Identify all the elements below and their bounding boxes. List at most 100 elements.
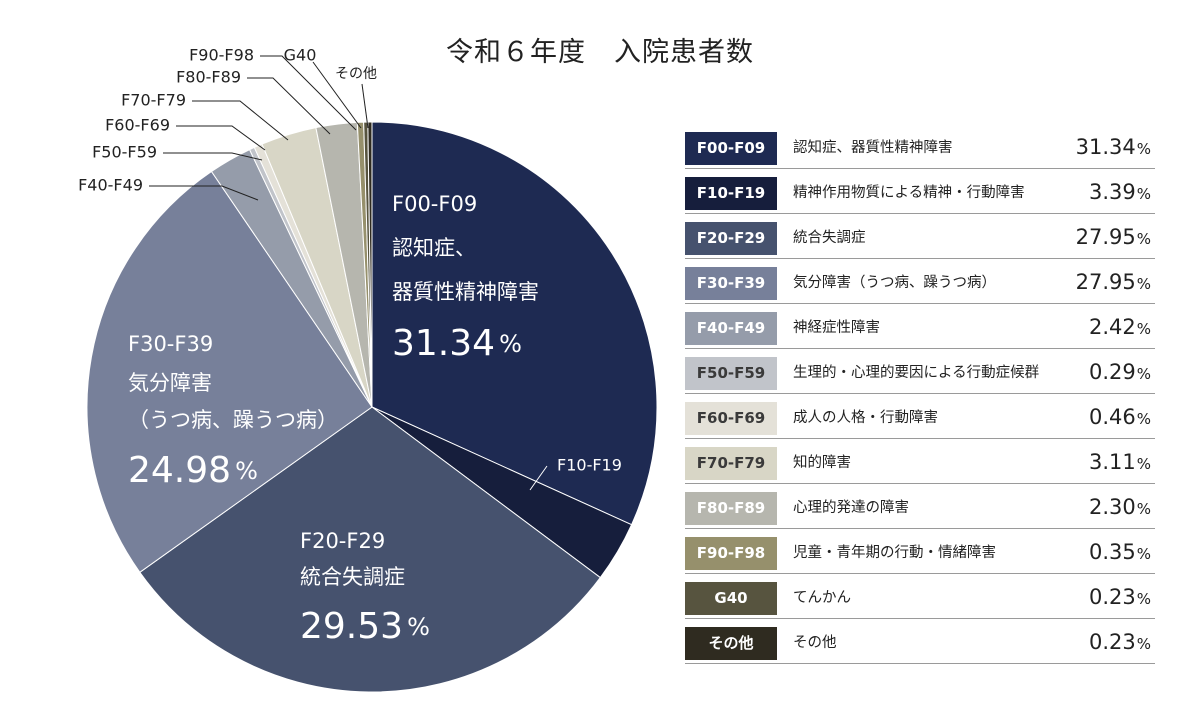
legend-name: 統合失調症 xyxy=(793,230,866,246)
legend-divider xyxy=(685,528,1155,529)
legend-value-number: 0.35 xyxy=(1088,540,1136,564)
inside-label-F30-F39-line-1: 気分障害 xyxy=(128,371,212,395)
legend-name: 成人の人格・行動障害 xyxy=(793,410,938,426)
legend-name: 心理的発達の障害 xyxy=(793,500,909,516)
callout-label-F60-F69: F60-F69 xyxy=(105,116,170,135)
callout-line-G40 xyxy=(312,61,362,129)
callout-line-F10-F19 xyxy=(529,465,548,491)
legend-code-F00-F09: F00-F09 xyxy=(685,132,777,165)
legend-value: 0.35% xyxy=(1089,535,1151,570)
callout-line-F50-F59 xyxy=(163,152,263,161)
inside-label-F30-F39-line-2: （うつ病、躁うつ病） xyxy=(128,408,338,432)
legend-value-number: 2.42 xyxy=(1088,315,1136,339)
inside-label-F20-F29-line-0: F20-F29 xyxy=(300,529,385,553)
legend-row: G40 てんかん 0.23% xyxy=(685,580,1155,625)
pie-slice-F30-F39 xyxy=(86,170,373,573)
legend-value-number: 27.95 xyxy=(1075,225,1136,249)
legend-row: F10-F19 精神作用物質による精神・行動障害 3.39% xyxy=(685,175,1155,220)
legend-code-F40-F49: F40-F49 xyxy=(685,312,777,345)
legend-row: F00-F09 認知症、器質性精神障害 31.34% xyxy=(685,130,1155,175)
inside-label-F00-F09-line-0: F00-F09 xyxy=(392,192,477,216)
inside-label-F30-F39-line-0: F30-F39 xyxy=(128,332,213,356)
legend-divider xyxy=(685,663,1155,664)
legend-code-F10-F19: F10-F19 xyxy=(685,177,777,210)
legend-value-number: 0.23 xyxy=(1088,630,1136,654)
legend-value-number: 0.23 xyxy=(1088,585,1136,609)
legend-code-F50-F59: F50-F59 xyxy=(685,357,777,390)
legend-row: その他 その他 0.23% xyxy=(685,625,1155,670)
legend-value-percent: % xyxy=(1136,545,1151,563)
callout-label-F40-F49: F40-F49 xyxy=(78,176,143,195)
legend: F00-F09 認知症、器質性精神障害 31.34% F10-F19 精神作用物質による… xyxy=(685,130,1155,670)
callout-label-G40: G40 xyxy=(284,46,317,65)
legend-divider xyxy=(685,213,1155,214)
inside-value-F30-F39: 24.98% xyxy=(128,450,258,491)
legend-divider xyxy=(685,168,1155,169)
legend-value-percent: % xyxy=(1136,635,1151,653)
legend-row: F70-F79 知的障害 3.11% xyxy=(685,445,1155,490)
legend-value: 31.34% xyxy=(1076,130,1151,165)
callout-line-その他 xyxy=(361,83,369,129)
legend-value: 0.23% xyxy=(1089,625,1151,660)
legend-value-percent: % xyxy=(1136,590,1151,608)
legend-row: F20-F29 統合失調症 27.95% xyxy=(685,220,1155,265)
legend-code-F30-F39: F30-F39 xyxy=(685,267,777,300)
legend-value-number: 0.29 xyxy=(1088,360,1136,384)
legend-value: 2.42% xyxy=(1089,310,1151,345)
legend-value-percent: % xyxy=(1136,275,1151,293)
legend-divider xyxy=(685,618,1155,619)
legend-value: 0.46% xyxy=(1089,400,1151,435)
callout-line-F80-F89 xyxy=(247,77,331,135)
legend-divider xyxy=(685,573,1155,574)
legend-code-F80-F89: F80-F89 xyxy=(685,492,777,525)
legend-row: F60-F69 成人の人格・行動障害 0.46% xyxy=(685,400,1155,445)
callout-label-F10-F19: F10-F19 xyxy=(557,456,622,475)
legend-row: F50-F59 生理的・心理的要因による行動症候群 0.29% xyxy=(685,355,1155,400)
legend-divider xyxy=(685,438,1155,439)
legend-code-F90-F98: F90-F98 xyxy=(685,537,777,570)
legend-value: 0.23% xyxy=(1089,580,1151,615)
legend-divider xyxy=(685,258,1155,259)
legend-row: F30-F39 気分障害（うつ病、躁うつ病） 27.95% xyxy=(685,265,1155,310)
callout-label-F90-F98: F90-F98 xyxy=(189,46,254,65)
pie-slice-F00-F09 xyxy=(371,121,658,526)
callout-line-F70-F79 xyxy=(192,100,289,141)
legend-value-percent: % xyxy=(1136,320,1151,338)
inside-value-F00-F09: 31.34% xyxy=(392,323,522,364)
legend-row: F80-F89 心理的発達の障害 2.30% xyxy=(685,490,1155,535)
callout-line-F40-F49 xyxy=(149,185,259,201)
legend-name: 神経症性障害 xyxy=(793,320,880,336)
legend-code-F70-F79: F70-F79 xyxy=(685,447,777,480)
legend-name: 知的障害 xyxy=(793,455,851,471)
legend-code-F60-F69: F60-F69 xyxy=(685,402,777,435)
legend-value-percent: % xyxy=(1136,365,1151,383)
legend-divider xyxy=(685,393,1155,394)
legend-value-number: 31.34 xyxy=(1075,135,1136,159)
inside-label-F00-F09-line-2: 器質性精神障害 xyxy=(392,280,539,304)
legend-value: 3.11% xyxy=(1089,445,1151,480)
legend-value: 2.30% xyxy=(1089,490,1151,525)
inside-label-F00-F09-line-1: 認知症、 xyxy=(392,236,476,260)
callout-line-F60-F69 xyxy=(176,125,266,151)
legend-value: 3.39% xyxy=(1089,175,1151,210)
callout-label-F70-F79: F70-F79 xyxy=(121,91,186,110)
legend-name: 精神作用物質による精神・行動障害 xyxy=(793,185,1025,201)
legend-divider xyxy=(685,303,1155,304)
legend-name: 認知症、器質性精神障害 xyxy=(793,140,953,156)
legend-value-percent: % xyxy=(1136,230,1151,248)
legend-value-number: 0.46 xyxy=(1088,405,1136,429)
pie-slice-F20-F29 xyxy=(139,406,602,693)
legend-value-percent: % xyxy=(1136,500,1151,518)
legend-name: 児童・青年期の行動・情緒障害 xyxy=(793,545,996,561)
legend-value-number: 2.30 xyxy=(1088,495,1136,519)
legend-value-percent: % xyxy=(1136,140,1151,158)
inside-value-F20-F29: 29.53% xyxy=(300,606,430,647)
legend-value-percent: % xyxy=(1136,455,1151,473)
legend-value-number: 3.11 xyxy=(1088,450,1136,474)
legend-value-number: 3.39 xyxy=(1088,180,1136,204)
legend-code-その他: その他 xyxy=(685,627,777,660)
legend-name: 生理的・心理的要因による行動症候群 xyxy=(793,365,1040,381)
legend-value: 27.95% xyxy=(1076,265,1151,300)
legend-name: その他 xyxy=(793,635,837,651)
callout-label-F80-F89: F80-F89 xyxy=(176,68,241,87)
